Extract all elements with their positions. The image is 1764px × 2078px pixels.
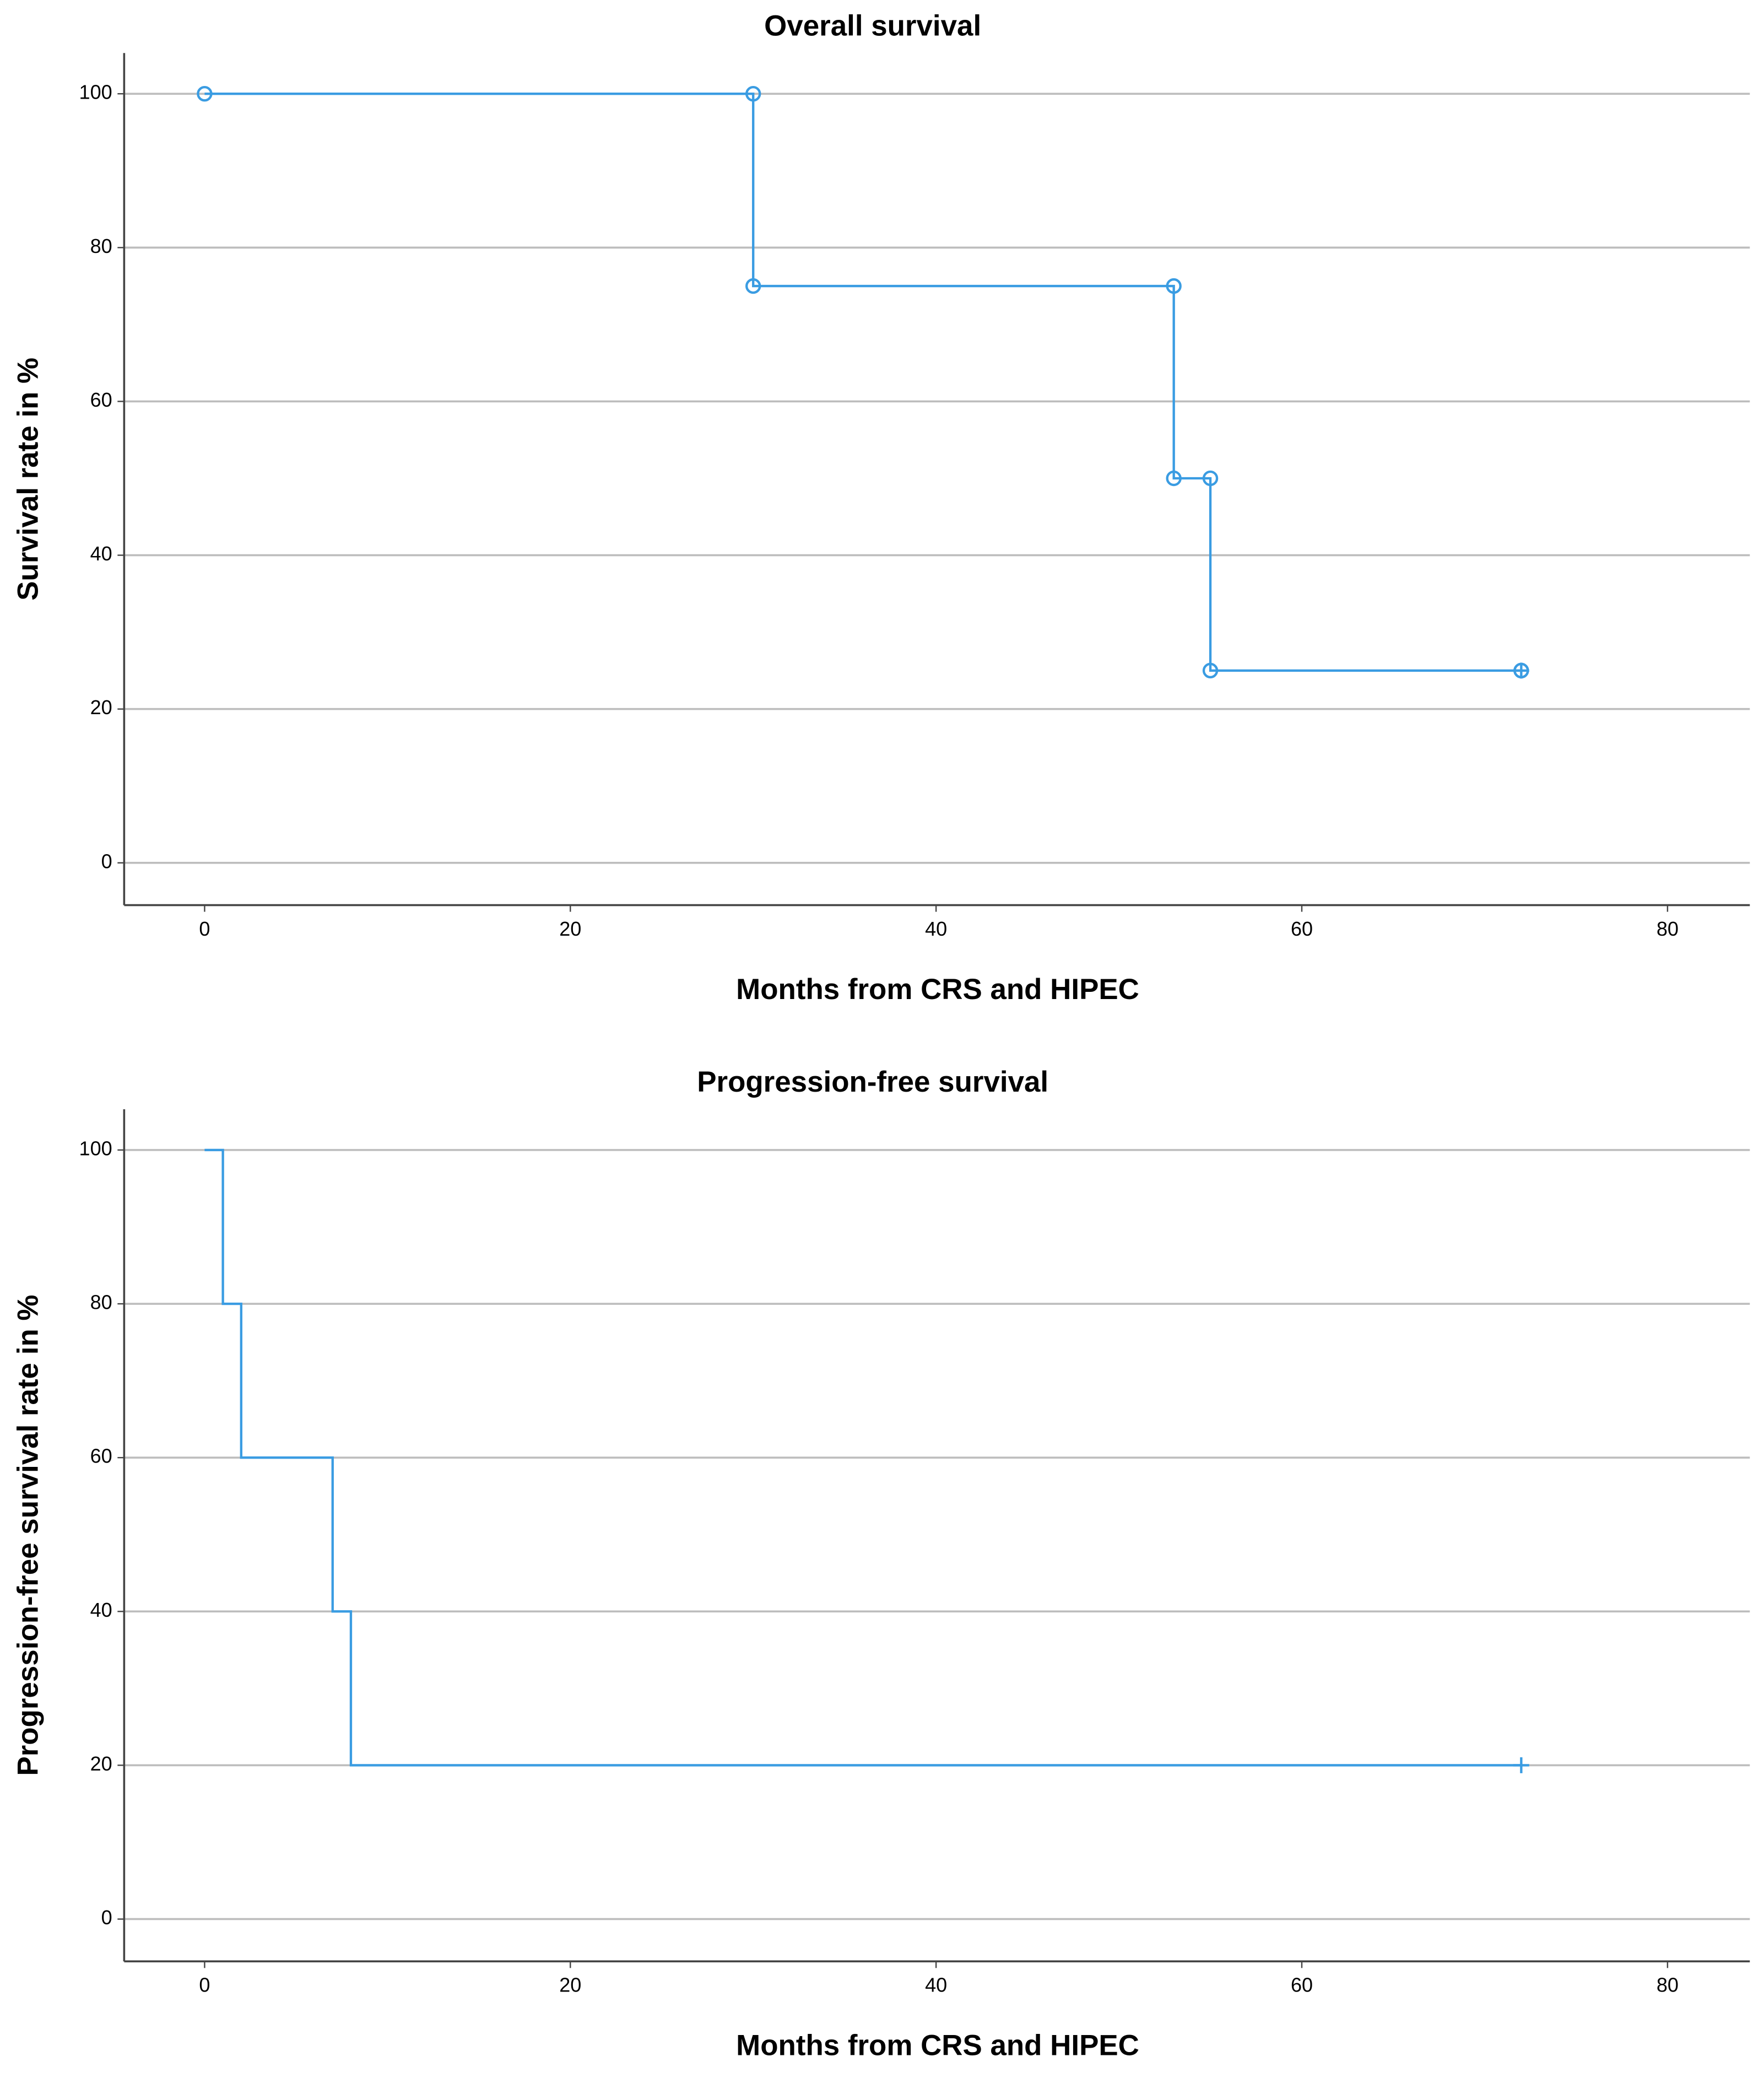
x-tick-label: 60 (1291, 1974, 1313, 1996)
y-tick-label: 40 (90, 542, 112, 565)
survival-line (204, 93, 1522, 672)
x-tick-label: 0 (199, 1974, 210, 1996)
x-tick-label: 80 (1657, 917, 1679, 940)
step-marker (745, 278, 761, 294)
step-marker (1166, 278, 1182, 294)
step-marker (1202, 662, 1219, 679)
y-axis-title: Survival rate in % (12, 358, 45, 601)
x-axis-title: Months from CRS and HIPEC (736, 2030, 1139, 2062)
x-tick-label: 60 (1291, 917, 1313, 940)
x-tick-label: 80 (1657, 1974, 1679, 1996)
x-tick-label: 40 (925, 1974, 947, 1996)
censor-marker (1513, 662, 1529, 679)
y-tick-label: 60 (90, 1445, 112, 1467)
step-marker (745, 85, 761, 102)
censor-marker (1513, 1757, 1529, 1773)
chart: Progression-free survival 0 20 40 60 80 100 0 20… (12, 1066, 1750, 2062)
x-axis-title: Months from CRS and HIPEC (736, 973, 1139, 1006)
step-marker (197, 85, 213, 102)
y-tick-label: 80 (90, 1291, 112, 1314)
y-tick-label: 20 (90, 696, 112, 719)
x-tick-label: 20 (559, 1974, 581, 1996)
y-axis-title: Progression-free survival rate in % (12, 1295, 45, 1776)
y-tick-label: 60 (90, 388, 112, 411)
x-tick-label: 20 (559, 917, 581, 940)
y-tick-label: 80 (90, 235, 112, 257)
y-tick-label: 0 (101, 850, 112, 872)
survival-line (204, 1148, 1522, 1767)
step-marker (1202, 470, 1219, 487)
chart-title: Progression-free survival (697, 1066, 1048, 1098)
step-marker (1166, 470, 1182, 487)
y-tick-label: 40 (90, 1599, 112, 1621)
x-tick-label: 0 (199, 917, 210, 940)
y-tick-label: 0 (101, 1906, 112, 1929)
y-tick-label: 100 (79, 1137, 112, 1159)
y-tick-label: 20 (90, 1752, 112, 1775)
y-tick-label: 100 (79, 81, 112, 104)
chart-title: Overall survival (764, 9, 981, 42)
x-tick-label: 40 (925, 917, 947, 940)
chart: Overall survival 0 20 40 60 80 100 0 20 40 60 80 Mon… (12, 9, 1750, 1006)
